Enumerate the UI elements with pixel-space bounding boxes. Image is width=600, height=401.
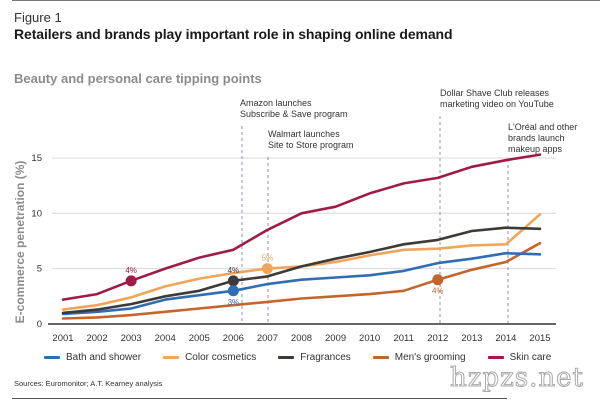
y-tick-label: 10	[31, 208, 42, 219]
annotation-text: Amazon launches	[240, 98, 312, 108]
marker-label: 4%	[228, 266, 240, 275]
legend-item-bath: Bath and shower	[44, 352, 141, 363]
legend-item-mens: Men's grooming	[372, 352, 466, 363]
legend-swatch	[487, 356, 504, 359]
marker-label: 3%	[228, 298, 240, 307]
marker-fragr-2006	[227, 275, 239, 287]
annotation-text: Walmart launches	[268, 129, 340, 139]
marker-label: 4%	[125, 266, 137, 275]
marker-skin-2003	[125, 275, 137, 287]
x-tick-label: 2008	[291, 333, 312, 344]
x-tick-label: 2005	[189, 333, 210, 344]
series-line-fragr	[61, 226, 542, 315]
x-tick-label: 2009	[325, 333, 346, 344]
series-line-bath	[61, 251, 542, 316]
legend-swatch	[372, 356, 389, 359]
watermark: hzpzs.net	[450, 363, 584, 394]
top-rule	[12, 0, 600, 1]
annotation-text: makeup apps	[508, 144, 563, 154]
x-tick-label: 2007	[257, 333, 278, 344]
series-line-mens	[61, 241, 542, 320]
bottom-rule	[12, 398, 507, 399]
marker-label: 5%	[262, 254, 274, 263]
marker-label: 4%	[432, 287, 444, 296]
series-line-skin	[61, 153, 542, 301]
legend-label: Color cosmetics	[185, 352, 257, 363]
figure-title: Retailers and brands play important role…	[14, 26, 453, 42]
legend-item-color: Color cosmetics	[163, 352, 256, 363]
series-lines	[61, 153, 542, 320]
marker-color-2007	[261, 263, 273, 275]
y-tick-label: 5	[37, 264, 42, 275]
legend-swatch	[163, 356, 180, 359]
marker-mens-2012	[432, 274, 444, 286]
annotation-text: brands launch	[508, 133, 565, 143]
legend-label: Fragrances	[300, 352, 351, 363]
x-tick-label: 2001	[52, 333, 73, 344]
x-tick-label: 2004	[155, 333, 176, 344]
annotation-text: Dollar Shave Club releases	[440, 88, 550, 98]
marker-bath-2006	[227, 285, 239, 297]
markers: 4% 4% 3% 5% 4%	[125, 254, 443, 307]
axes: 0 5 10 15 2001 2002 2003 2004 2005 2006 2007 2008 20…	[31, 153, 556, 344]
x-tick-label: 2012	[427, 333, 448, 344]
annotation-text: Site to Store program	[268, 140, 354, 150]
legend-label: Bath and shower	[66, 352, 142, 363]
chart-subtitle: Beauty and personal care tipping points	[14, 71, 262, 86]
x-tick-label: 2002	[86, 333, 107, 344]
x-tick-label: 2015	[529, 333, 550, 344]
x-tick-label: 2013	[461, 333, 482, 344]
series-line-color	[61, 213, 542, 311]
legend-label: Men's grooming	[394, 352, 466, 363]
y-axis-label: E-commerce penetration (%)	[13, 161, 27, 324]
annotation-text: Subscribe & Save program	[240, 109, 348, 119]
x-tick-label: 2003	[121, 333, 142, 344]
figure-label: Figure 1	[14, 10, 62, 25]
legend-item-fragr: Fragrances	[278, 352, 351, 363]
y-tick-label: 15	[31, 153, 42, 164]
annotation-text: marketing video on YouTube	[440, 99, 554, 109]
x-tick-label: 2011	[393, 333, 413, 344]
legend-label: Skin care	[509, 352, 552, 363]
source-note: Sources: Euromonitor; A.T. Kearney analy…	[14, 379, 163, 388]
y-tick-label: 0	[37, 319, 42, 330]
annotation-text: L'Oréal and other	[508, 122, 577, 132]
legend-item-skin: Skin care	[487, 352, 552, 363]
legend-swatch	[44, 356, 60, 359]
x-tick-label: 2010	[359, 333, 380, 344]
legend: Bath and shower Color cosmetics Fragrances…	[44, 352, 551, 363]
x-tick-label: 2014	[495, 333, 516, 344]
x-tick-label: 2006	[223, 333, 244, 344]
legend-swatch	[278, 356, 295, 359]
